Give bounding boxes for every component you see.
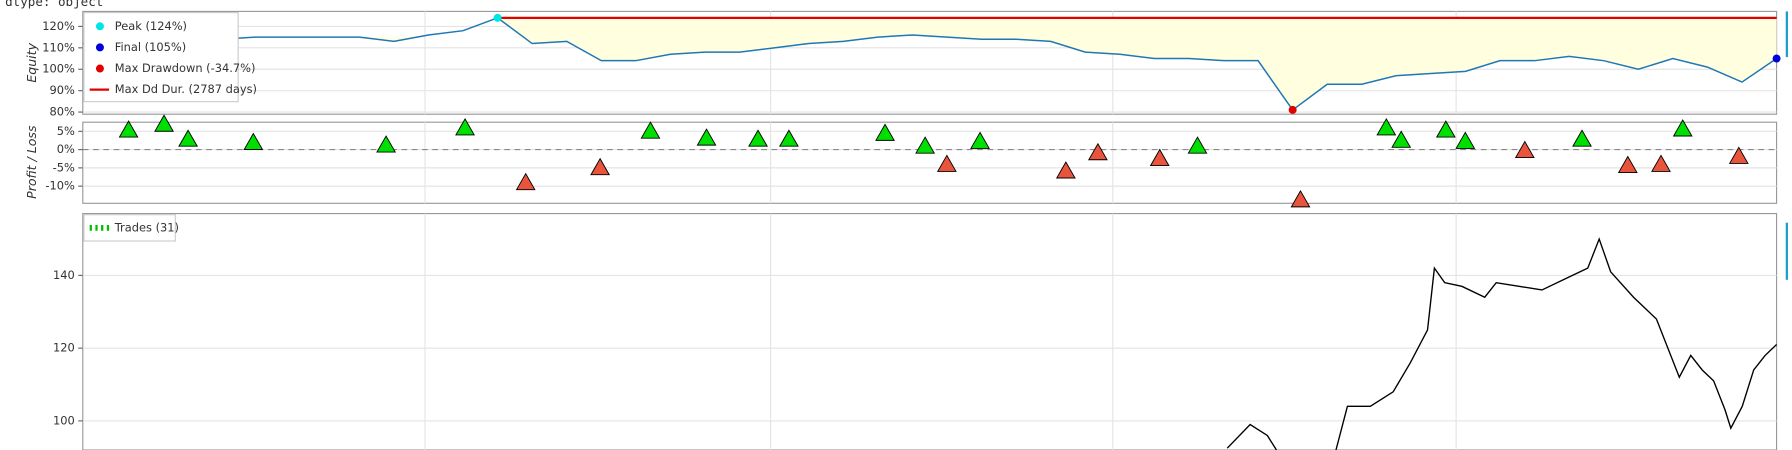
legend-label: Peak (124%): [115, 19, 187, 33]
legend-label: Trades (31): [114, 220, 179, 234]
y-tick-label: 140: [53, 268, 75, 282]
y-tick-label: -10%: [45, 179, 75, 193]
scroll-indicator: [1785, 11, 1789, 58]
trade-marker: [970, 131, 990, 149]
y-tick-label: 120%: [42, 19, 75, 33]
trade-marker: [1149, 148, 1170, 167]
trade-marker: [1290, 189, 1311, 208]
trade-marker: [915, 136, 936, 154]
legend-box: [83, 11, 239, 103]
y-tick-label: 90%: [49, 83, 75, 97]
marker: [1772, 54, 1781, 63]
trade-marker: [178, 129, 199, 147]
trade-marker: [1055, 161, 1076, 179]
trade-marker: [1728, 146, 1749, 164]
scroll-indicator: [1785, 222, 1789, 280]
trade-marker: [1455, 131, 1476, 149]
trade-marker: [936, 154, 957, 172]
trade-marker: [376, 135, 397, 153]
drawdown-area: [82, 17, 1777, 110]
legend-swatch: [95, 64, 104, 73]
trade-marker: [455, 117, 475, 136]
panel-frame: [82, 213, 1778, 450]
trade-marker: [1376, 117, 1397, 136]
trade-marker: [154, 114, 174, 132]
marker: [493, 13, 502, 22]
trade-marker: [515, 172, 536, 191]
trade-marker: [243, 132, 264, 150]
trade-marker: [1514, 140, 1535, 159]
trade-marker: [640, 121, 661, 139]
trade-marker: [1672, 119, 1693, 137]
panel-frame: [82, 121, 1778, 204]
trade-marker: [875, 123, 895, 141]
y-tick-label: 120: [53, 341, 75, 355]
trade-marker: [1391, 130, 1412, 148]
trade-marker: [748, 129, 768, 147]
trade-marker: [1088, 142, 1108, 161]
equity-line: [82, 17, 1778, 111]
trade-marker: [696, 128, 717, 146]
trade-marker: [1651, 154, 1671, 172]
legend-swatch: [95, 43, 104, 52]
trade-marker: [779, 129, 799, 147]
legend: Trades (31): [83, 214, 179, 242]
y-tick-label: 80%: [49, 105, 75, 119]
header-text: dtype: object: [5, 0, 103, 9]
legend-swatch: [95, 22, 104, 31]
trade-marker: [118, 120, 139, 138]
y-tick-label: 5%: [57, 124, 75, 138]
price-line: [1226, 423, 1278, 450]
marker: [1288, 105, 1297, 114]
y-tick-label: 100: [53, 413, 75, 427]
y-axis-label: Equity: [24, 42, 39, 82]
legend-label: Max Drawdown (-34.7%): [115, 61, 256, 75]
legend-label: Max Dd Dur. (2787 days): [115, 82, 257, 96]
y-axis-label: Profit / Loss: [24, 125, 39, 199]
y-tick-label: -5%: [53, 160, 75, 174]
legend-label: Final (105%): [115, 40, 186, 54]
legend-box: [83, 214, 176, 242]
trade-marker: [1617, 155, 1638, 173]
trade-marker: [1187, 136, 1208, 154]
trade-marker: [1572, 129, 1592, 147]
panel-frame: [82, 10, 1778, 115]
trade-marker: [1435, 120, 1456, 138]
y-tick-label: 100%: [42, 62, 75, 76]
legend: Peak (124%) Final (105%) Max Drawdown (-34…: [83, 11, 257, 103]
price-line: [1335, 237, 1778, 450]
y-tick-label: 0%: [57, 142, 75, 156]
trade-marker: [590, 157, 611, 176]
y-tick-label: 110%: [42, 40, 75, 54]
